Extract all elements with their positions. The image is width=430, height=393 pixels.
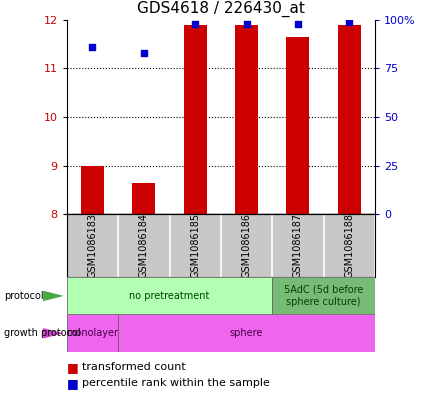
Polygon shape xyxy=(43,291,64,301)
Point xyxy=(89,44,96,50)
Bar xyxy=(183,24,206,214)
Text: protocol: protocol xyxy=(4,290,44,301)
Text: GSM1086183: GSM1086183 xyxy=(87,213,97,278)
Point xyxy=(140,50,147,56)
Text: transformed count: transformed count xyxy=(82,362,185,373)
Title: GDS4618 / 226430_at: GDS4618 / 226430_at xyxy=(137,1,304,17)
Point xyxy=(294,20,301,27)
Bar xyxy=(67,314,118,352)
Text: GSM1086184: GSM1086184 xyxy=(138,213,148,278)
Text: monolayer: monolayer xyxy=(66,328,118,338)
Bar xyxy=(81,165,104,214)
Point xyxy=(191,20,198,27)
Text: ■: ■ xyxy=(67,376,78,390)
Text: GSM1086186: GSM1086186 xyxy=(241,213,251,278)
Point xyxy=(243,20,249,27)
Bar xyxy=(286,37,309,214)
Bar xyxy=(234,24,258,214)
Text: GSM1086187: GSM1086187 xyxy=(292,213,302,278)
Text: 5AdC (5d before
sphere culture): 5AdC (5d before sphere culture) xyxy=(283,285,362,307)
Text: GSM1086185: GSM1086185 xyxy=(190,213,200,278)
Bar xyxy=(118,314,374,352)
Bar xyxy=(132,183,155,214)
Bar xyxy=(337,24,360,214)
Bar xyxy=(272,277,374,314)
Text: no pretreatment: no pretreatment xyxy=(129,291,209,301)
Text: sphere: sphere xyxy=(229,328,263,338)
Text: ■: ■ xyxy=(67,361,78,374)
Point xyxy=(345,18,352,25)
Text: percentile rank within the sample: percentile rank within the sample xyxy=(82,378,269,388)
Text: GSM1086188: GSM1086188 xyxy=(344,213,353,278)
Text: growth protocol: growth protocol xyxy=(4,328,81,338)
Bar xyxy=(67,277,272,314)
Polygon shape xyxy=(43,328,64,338)
